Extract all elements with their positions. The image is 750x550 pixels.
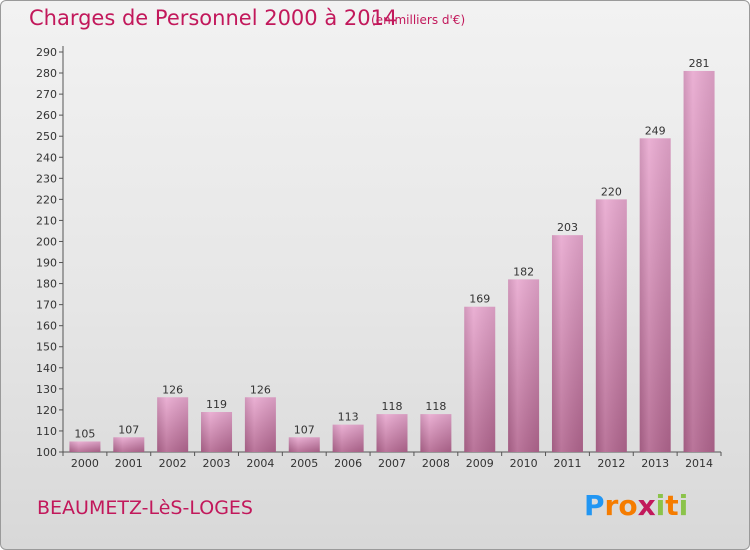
bar-shade [69, 441, 101, 452]
bar-value-label: 118 [382, 400, 403, 413]
bar-shade [244, 397, 276, 452]
labels: 2000 105 2001 107 2002 126 2003 119 2004 126 2005 1… [71, 57, 713, 470]
y-tick-label: 100 [36, 446, 57, 459]
x-tick-label: 2010 [510, 457, 538, 470]
logo-letter: P [584, 489, 605, 522]
y-tick-label: 180 [36, 278, 57, 291]
x-tick-label: 2001 [115, 457, 143, 470]
x-tick-label: 2009 [466, 457, 494, 470]
bar-value-label: 126 [250, 383, 271, 396]
bar-value-label: 105 [74, 427, 95, 440]
x-tick-label: 2007 [378, 457, 406, 470]
y-tick-label: 140 [36, 362, 57, 375]
bar-shade [420, 414, 452, 452]
bar-value-label: 118 [425, 400, 446, 413]
y-tick-label: 290 [36, 46, 57, 59]
logo-letter: i [678, 489, 689, 522]
y-tick-label: 170 [36, 299, 57, 312]
x-tick-label: 2003 [203, 457, 231, 470]
logo-letter: x [637, 489, 656, 522]
bar-shade [551, 235, 583, 452]
y-tick-label: 240 [36, 151, 57, 164]
chart-title: Charges de Personnel 2000 à 2014 [29, 6, 398, 30]
bar-value-label: 113 [338, 411, 359, 424]
logo-letter: t [665, 489, 679, 522]
bar-value-label: 126 [162, 383, 183, 396]
bar-shade [464, 306, 496, 452]
bar-shade [639, 138, 671, 452]
axes: 100 110 120 130 140 150 160 170 180 190 200 210 220 2… [36, 46, 722, 459]
bar-value-label: 220 [601, 185, 622, 198]
bar-value-label: 107 [294, 423, 315, 436]
y-tick-label: 190 [36, 257, 57, 270]
bar-shade [683, 70, 715, 453]
bar-shade [508, 279, 540, 452]
bar-value-label: 119 [206, 398, 227, 411]
chart-subtitle: (en milliers d'€) [371, 13, 466, 27]
x-tick-label: 2002 [159, 457, 187, 470]
bar-shade [201, 412, 233, 452]
bar-shade [376, 414, 408, 452]
commune-name: BEAUMETZ-LèS-LOGES [37, 497, 253, 519]
bar-shade [157, 397, 189, 452]
y-tick-label: 260 [36, 109, 57, 122]
logo-letter: o [618, 489, 638, 522]
x-tick-label: 2004 [246, 457, 274, 470]
x-tick-label: 2005 [290, 457, 318, 470]
bar-shade [288, 437, 320, 452]
y-tick-label: 230 [36, 172, 57, 185]
y-tick-label: 270 [36, 88, 57, 101]
y-tick-label: 200 [36, 235, 57, 248]
logo-letter: i [655, 489, 666, 522]
x-tick-label: 2014 [685, 457, 713, 470]
bars [69, 70, 715, 453]
y-tick-label: 280 [36, 67, 57, 80]
y-tick-label: 120 [36, 404, 57, 417]
logo-letter: r [604, 489, 619, 522]
y-tick-label: 210 [36, 214, 57, 227]
x-tick-label: 2012 [597, 457, 625, 470]
bar-shade [113, 437, 145, 452]
x-tick-label: 2008 [422, 457, 450, 470]
proxiti-logo: Proxiti [584, 489, 688, 522]
y-tick-label: 220 [36, 193, 57, 206]
x-tick-label: 2011 [553, 457, 581, 470]
bar-shade [595, 199, 627, 452]
y-tick-label: 130 [36, 383, 57, 396]
bar-value-label: 281 [689, 57, 710, 70]
x-tick-label: 2006 [334, 457, 362, 470]
bar-value-label: 182 [513, 265, 534, 278]
bar-value-label: 107 [118, 423, 139, 436]
y-tick-label: 160 [36, 320, 57, 333]
y-tick-label: 250 [36, 130, 57, 143]
y-tick-label: 110 [36, 425, 57, 438]
bar-value-label: 169 [469, 293, 490, 306]
x-tick-label: 2000 [71, 457, 99, 470]
bar-value-label: 249 [645, 124, 666, 137]
y-tick-label: 150 [36, 341, 57, 354]
bar-shade [332, 424, 364, 452]
bar-value-label: 203 [557, 221, 578, 234]
x-tick-label: 2013 [641, 457, 669, 470]
